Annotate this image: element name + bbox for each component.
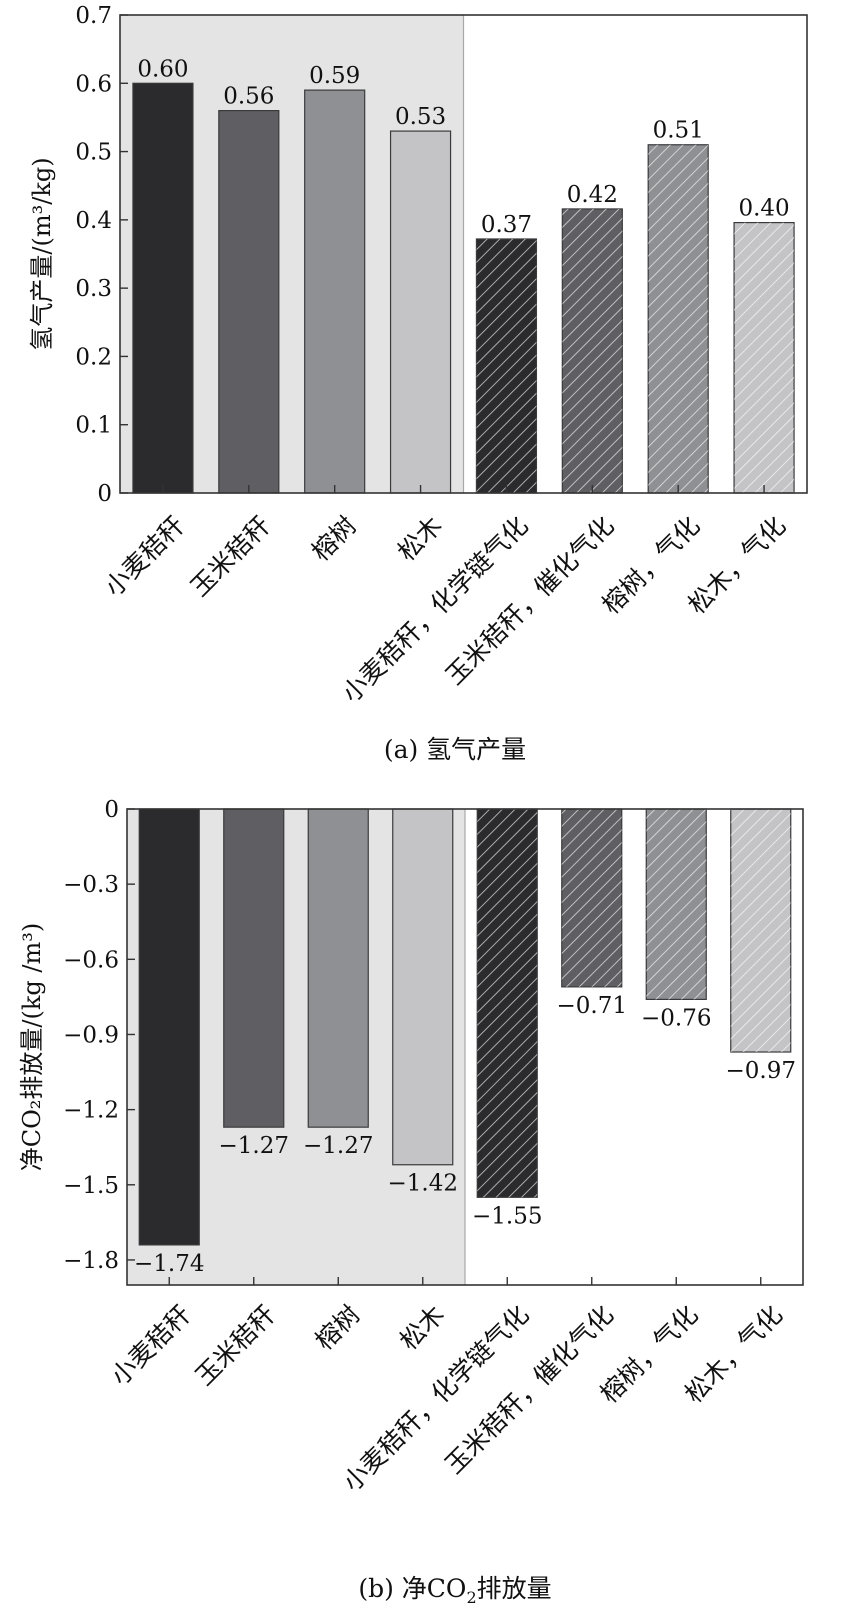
chart-a-category-label: 榕树 [306,511,362,567]
chart-a-bar-hatch [562,208,623,493]
chart-a-bar-fill [389,130,452,494]
chart-a-bar-fill [218,109,280,494]
chart-a-y-tick-label: 0.7 [75,3,112,29]
chart-a-value-label: 0.51 [653,118,704,144]
chart-a-y-tick-label: 0.2 [75,344,112,370]
chart-b-value-labels: −1.74 −1.27 −1.27 −1.42 −1.55 −0.71 −0.76 −0.97 [134,993,796,1277]
chart-b-value-label: −1.42 [388,1171,458,1197]
chart-a-bar [304,89,366,494]
chart-b-bar [138,808,200,1246]
chart-a-y-tick-label: 0 [97,481,112,507]
chart-a-value-labels: 0.60 0.56 0.59 0.53 0.37 0.42 0.51 0.40 [137,56,789,238]
chart-a-bar-hatch [648,144,709,493]
chart-b-value-label: −0.71 [557,993,627,1019]
chart-b-bar-fill [307,808,369,1128]
chart-a-bar [647,144,709,494]
chart-b-bar [645,808,707,1000]
chart-a-value-label: 0.40 [738,196,789,222]
chart-b-value-label: −1.27 [303,1133,373,1159]
chart-b-bar [223,808,285,1128]
chart-a-bar [475,238,538,494]
chart-a-y-axis-ticks: 0 0.1 0.2 0.3 0.4 0.5 0.6 0.7 [75,3,128,507]
chart-a-value-label: 0.56 [223,84,274,110]
chart-b-bar [307,808,369,1128]
chart-a-category-label: 玉米秸秆 [185,511,276,602]
chart-b-bar [392,808,454,1166]
chart-a-y-tick-label: 0.4 [75,208,112,234]
chart-a-bar-hatch [734,222,795,494]
chart-b-y-tick-label: −1.8 [63,1248,119,1274]
chart-a-value-label: 0.53 [395,104,446,130]
chart-b-category-label: 玉米秸秆，催化气化 [439,1300,619,1480]
chart-b-category-label: 松木 [394,1300,450,1356]
chart-b-value-label: −0.76 [641,1005,711,1031]
chart-a-category-label: 小麦秸秆 [99,511,190,602]
chart-b-bar [730,808,792,1053]
chart-b-x-axis-ticks [168,1277,762,1285]
chart-a-bar-hatch [476,238,537,493]
chart-b-y-axis-label: 净CO₂排放量/(kg /m³) [18,923,46,1171]
chart-panel-a: 00.10.20.30.40.50.60.7 0.600.560.590.530… [28,3,808,764]
chart-b-bar-hatch [730,809,791,1053]
chart-b-bar-hatch [646,809,707,1000]
chart-a-bar [389,130,452,494]
chart-b-caption-suffix: 排放量 [477,1574,552,1603]
chart-b-bar [561,808,623,988]
chart-b-bar-fill [392,808,454,1166]
chart-b-bar-hatch [561,809,622,987]
chart-a-y-tick-label: 0.1 [75,413,112,439]
chart-a-value-label: 0.59 [309,63,360,89]
chart-a-frame [119,14,808,494]
chart-a-bar-fill [132,82,194,494]
chart-b-value-label: −1.74 [134,1251,204,1277]
chart-a-bar [561,208,623,494]
chart-b-bar [476,808,538,1198]
chart-a-bars [132,15,795,494]
chart-a-bar [218,109,280,494]
chart-b-caption-prefix: (b) 净CO [358,1574,466,1603]
chart-b-y-tick-label: −0.3 [63,872,119,898]
chart-a-bar [733,221,795,494]
chart-b-y-tick-label: −1.2 [63,1098,119,1124]
chart-a-category-label: 玉米秸秆，催化气化 [440,511,620,691]
chart-b-category-label: 小麦秸秆 [105,1300,196,1391]
chart-b-value-label: −0.97 [726,1058,796,1084]
chart-b-y-tick-label: −0.6 [63,947,119,973]
chart-b-y-tick-label: −1.5 [63,1173,119,1199]
chart-b-value-label: −1.55 [472,1203,542,1229]
chart-a-caption: (a) 氢气产量 [384,735,526,764]
chart-b-frame [126,808,804,1286]
chart-b-category-label: 榕树 [310,1300,366,1356]
chart-a-bar-fill [304,89,366,494]
chart-a-bar [132,82,194,494]
chart-a-value-label: 0.42 [567,182,618,208]
chart-a-value-label: 0.37 [481,212,532,238]
chart-b-category-label: 玉米秸秆 [190,1300,281,1391]
chart-b-value-label: −1.27 [219,1133,289,1159]
chart-b-bar-fill [138,808,200,1246]
chart-b-bar-hatch [477,809,538,1198]
chart-b-y-axis-ticks: 0 −0.3 −0.6 −0.9 −1.2 −1.5 −1.8 [63,797,135,1274]
chart-a-y-tick-label: 0.5 [75,140,112,166]
chart-a-category-label: 松木 [392,511,448,567]
chart-a-y-tick-label: 0.3 [75,276,112,302]
chart-b-caption-subscript: 2 [466,1588,476,1607]
chart-a-y-axis-label: 氢气产量/(m³/kg) [28,157,56,350]
chart-b-bar-fill [223,808,285,1128]
chart-a-x-axis-ticks [162,485,765,493]
chart-b-y-tick-label: 0 [104,797,119,823]
chart-b-y-tick-label: −0.9 [63,1022,119,1048]
chart-a-value-label: 0.60 [137,56,188,82]
chart-panel-b: 0 −0.3 −0.6 −0.9 −1.2 −1.5 −1.8 −1.74 −1.27 −1.2… [18,797,804,1607]
chart-b-bars [138,808,792,1285]
chart-b-caption: (b) 净CO2排放量 [358,1574,551,1607]
chart-a-y-tick-label: 0.6 [75,71,112,97]
